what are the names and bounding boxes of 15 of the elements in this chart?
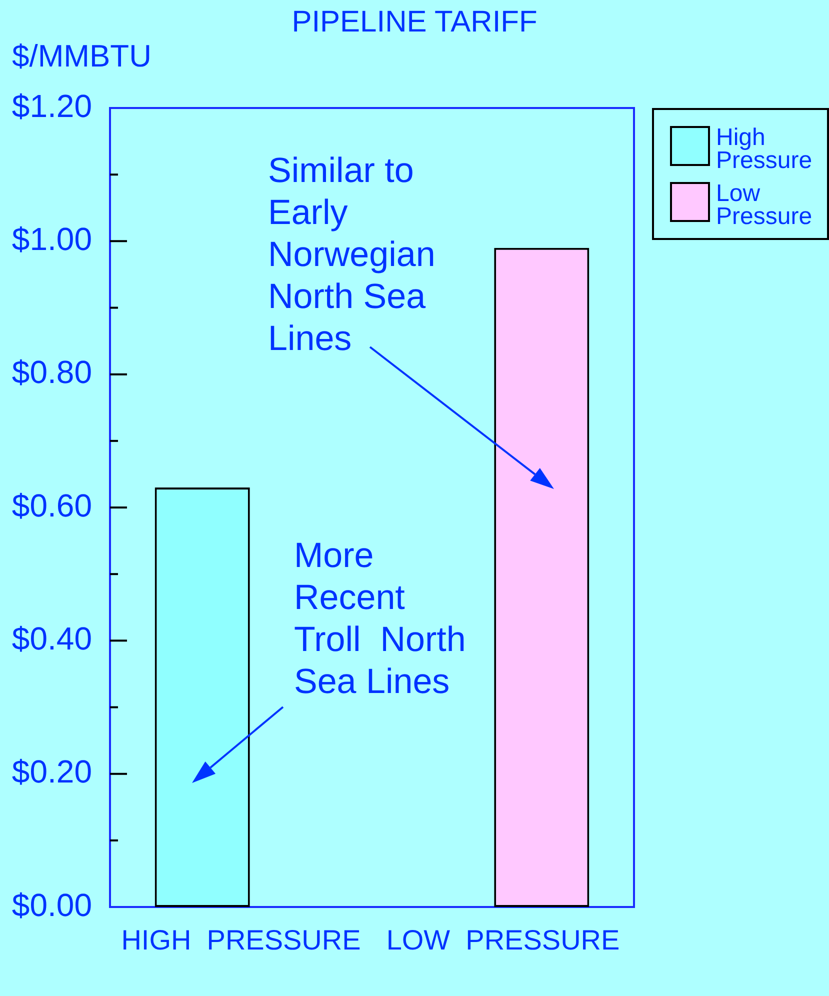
y-tick-label: $0.60 <box>12 487 92 524</box>
legend-label: Low Pressure <box>716 180 814 230</box>
y-tick-label: $1.00 <box>12 220 92 257</box>
chart-title: PIPELINE TARIFF <box>292 5 538 38</box>
y-tick-label: $1.20 <box>12 88 92 124</box>
y-tick-label: $0.40 <box>12 620 92 656</box>
y-tick-label: $0.00 <box>12 886 92 923</box>
annotation: More Recent Troll North Sea Lines <box>294 536 466 702</box>
y-tick-label: $0.80 <box>12 354 92 390</box>
x-tick-label: LOW PRESSURE <box>386 924 620 956</box>
x-tick-label: HIGH PRESSURE <box>121 924 361 956</box>
annotation: Similar to Early Norwegian North Sea Lines <box>268 151 436 358</box>
legend-label: High Pressure <box>716 124 814 174</box>
y-axis-title: $/MMBTU <box>12 38 152 74</box>
y-tick-label: $0.20 <box>12 754 92 790</box>
